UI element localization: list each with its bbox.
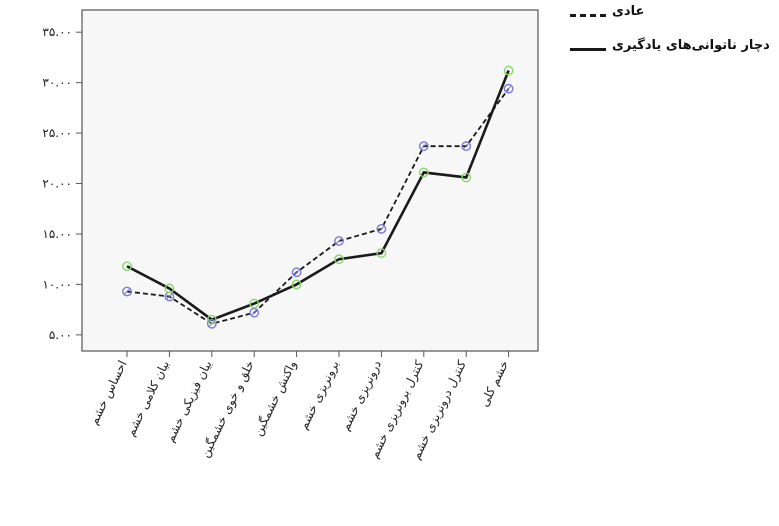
data-point-0 [206,318,217,329]
plot-area [81,9,539,352]
data-point-mark-0 [166,293,173,300]
y-tick-label: ۱۵.۰۰ [42,227,72,241]
data-point-mark-0 [336,238,342,244]
legend: عادی دچار ناتوانی‌های یادگیری [568,4,773,72]
data-point-0 [503,83,514,94]
series-line-0 [126,88,510,325]
data-point-1 [164,283,175,294]
data-point-mark-0 [124,288,130,295]
data-point-1 [461,172,472,183]
legend-solid-line-icon [570,48,606,51]
legend-item-normal: عادی [568,4,773,26]
data-point-1 [503,65,514,76]
legend-dashed-line-icon [570,14,606,17]
data-point-1 [334,254,344,265]
y-tick-label: ۳۰.۰۰ [42,76,72,90]
data-point-0 [334,236,344,246]
series-line-1 [126,70,510,322]
data-point-mark-0 [420,143,427,150]
legend-item-ld: دچار ناتوانی‌های یادگیری [568,38,773,60]
data-point-1 [249,298,260,309]
data-point-mark-0 [463,143,470,150]
y-tick-label: ۱۰.۰۰ [42,277,72,291]
x-tick-label: درونریزی خشم [338,358,385,433]
data-point-0 [461,141,472,152]
legend-label-normal: عادی [612,4,645,19]
y-tick-label: ۳۵.۰۰ [42,25,72,39]
data-point-0 [122,286,132,297]
data-point-mark-0 [378,226,385,232]
data-point-mark-0 [505,85,512,92]
series-layer [122,65,514,329]
data-point-0 [418,141,429,152]
y-tick-label: ۲۵.۰۰ [42,126,72,140]
legend-label-ld: دچار ناتوانی‌های یادگیری [612,38,770,53]
data-point-mark-0 [251,309,258,316]
y-tick-label: ۲۰.۰۰ [42,177,72,191]
x-tick-label: برونریزی خشم [296,358,342,432]
y-axis: ۵.۰۰ ۱۰.۰۰ ۱۵.۰۰ ۲۰.۰۰ ۲۵.۰۰ ۳۰.۰۰ ۳۵.۰۰ [42,25,82,342]
x-tick-label: واکنش خشمگین [251,358,300,438]
y-tick-label: ۵.۰۰ [49,328,72,342]
data-point-1 [376,248,387,259]
data-point-1 [418,167,429,178]
x-tick-label: خشم کلی [477,358,511,409]
data-point-1 [291,279,302,290]
data-point-1 [206,314,217,325]
data-point-1 [122,261,132,272]
data-point-mark-0 [293,269,300,276]
x-tick-label: بیان کلامی خشم [123,358,172,438]
data-point-0 [376,224,387,234]
data-point-0 [291,267,302,278]
x-tick-label: احساس خشم [87,358,131,427]
